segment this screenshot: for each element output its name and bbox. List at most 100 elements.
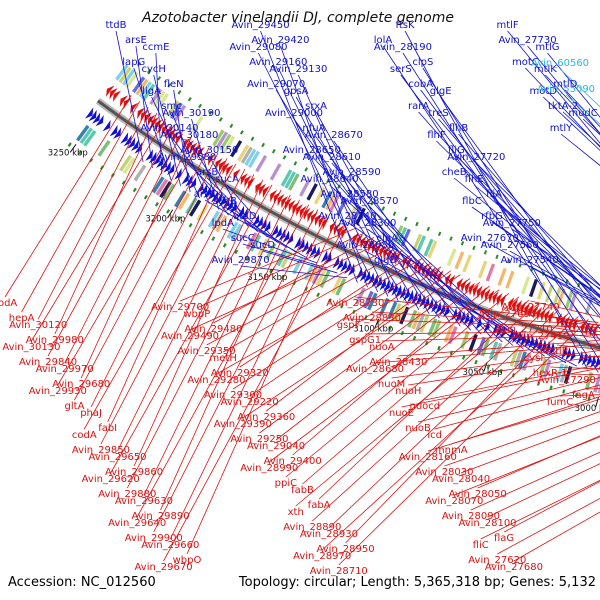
gene-label: nuoE — [389, 408, 414, 419]
forward-gene-arrow — [297, 238, 305, 251]
cog-category-block — [177, 192, 191, 210]
inner-dot-mark — [282, 155, 287, 160]
cog-category-block — [230, 140, 243, 158]
leader-line — [511, 228, 600, 290]
cog-category-block — [379, 297, 390, 316]
inner-dot-mark — [553, 275, 557, 280]
leader-line — [338, 319, 589, 566]
outer-dot-mark — [67, 142, 72, 147]
outer-dot-mark — [199, 229, 204, 235]
gene-label: Avin_28190 — [374, 42, 432, 53]
forward-gene-arrow — [455, 309, 462, 323]
cog-category-block — [149, 88, 163, 106]
forward-gene-arrow — [222, 197, 230, 210]
leader-line — [153, 209, 319, 533]
gene-label: Avin_29300 — [204, 390, 262, 401]
cog-category-block — [559, 364, 569, 383]
cog-category-block — [215, 215, 228, 233]
forward-gene-arrow — [415, 293, 422, 306]
leader-line — [493, 199, 600, 287]
gene-label: mudC — [568, 108, 597, 119]
leader-line — [480, 479, 600, 540]
cog-category-block — [151, 176, 165, 194]
gene-label: ppiC — [275, 478, 297, 489]
cog-category-block — [288, 173, 300, 191]
gene-label: Avin_29250 — [230, 434, 288, 445]
outer-dot-mark — [257, 262, 262, 267]
cog-category-block — [247, 150, 260, 169]
cog-category-block — [280, 250, 292, 269]
outer-dot-mark — [536, 381, 541, 386]
leader-line — [180, 227, 356, 302]
gene-label: Avin_29320 — [211, 368, 269, 379]
leader-line — [391, 350, 600, 379]
gene-label: Avin_29040 — [247, 441, 305, 452]
cog-category-block — [446, 248, 457, 267]
gene-label: Avin_29930 — [29, 386, 87, 397]
inner-dot-mark — [137, 61, 142, 67]
leader-line — [249, 266, 442, 397]
forward-gene-arrow — [85, 107, 94, 119]
leader-line — [477, 435, 600, 489]
outer-dot-mark — [78, 150, 83, 155]
leader-line — [489, 243, 600, 307]
reverse-gene-arrow — [318, 215, 326, 229]
leader-line — [260, 30, 358, 283]
leader-line — [451, 396, 600, 445]
outer-dot-mark — [340, 303, 344, 309]
tick-mark — [595, 397, 599, 408]
forward-gene-arrow — [532, 336, 539, 351]
reverse-gene-arrow — [360, 236, 367, 249]
leader-line — [191, 118, 220, 210]
leader-line — [83, 163, 237, 430]
leader-line — [189, 241, 384, 331]
forward-gene-arrow — [134, 142, 143, 154]
leader-line — [126, 189, 282, 489]
reverse-gene-arrow — [259, 183, 267, 196]
cog-category-block — [336, 198, 348, 216]
gene-label: gltA — [65, 401, 85, 412]
leader-line — [497, 497, 600, 555]
gene-label: Avin_29280 — [187, 375, 245, 386]
leader-line — [402, 52, 600, 362]
gene-label: fumC — [547, 397, 574, 408]
gene-label: lpdA — [212, 218, 234, 229]
leader-line — [80, 136, 192, 379]
inner-dot-mark — [261, 142, 266, 148]
cog-category-block — [447, 326, 458, 345]
inner-dot-mark — [506, 258, 511, 264]
leader-line — [417, 377, 600, 423]
gene-label: Avin_27620 — [468, 555, 526, 566]
leader-line — [155, 52, 163, 175]
gene-label: Avin_29900 — [125, 533, 183, 544]
gene-label: Avin_29680 — [52, 379, 110, 390]
forward-gene-arrow — [274, 226, 282, 239]
reverse-gene-arrow — [425, 265, 432, 279]
leader-line — [422, 67, 600, 348]
outer-dot-mark — [188, 222, 193, 228]
cog-category-block — [485, 263, 496, 282]
gene-label: Avin_29980 — [26, 335, 84, 346]
cog-category-block — [173, 104, 187, 122]
cog-category-block — [315, 268, 327, 287]
cog-category-block — [240, 146, 253, 164]
gene-label: xth — [288, 507, 304, 518]
leader-line — [57, 141, 201, 386]
forward-gene-arrow — [577, 350, 584, 365]
leader-line — [312, 306, 549, 522]
outer-dot-mark — [222, 243, 227, 248]
reverse-gene-arrow — [472, 284, 479, 298]
gene-label: Avin_29000 — [265, 108, 323, 119]
forward-gene-arrow — [332, 255, 340, 269]
leader-line — [540, 329, 600, 339]
outer-dot-mark — [388, 325, 392, 331]
reverse-gene-arrow — [137, 107, 146, 120]
cog-category-block — [121, 69, 136, 86]
reverse-gene-arrow — [512, 298, 519, 312]
gene-label: gspF — [337, 320, 361, 331]
inner-dot-mark — [437, 231, 442, 237]
leader-line — [242, 243, 328, 269]
inner-dot-mark — [426, 226, 431, 232]
gene-label: fabB — [291, 485, 314, 496]
